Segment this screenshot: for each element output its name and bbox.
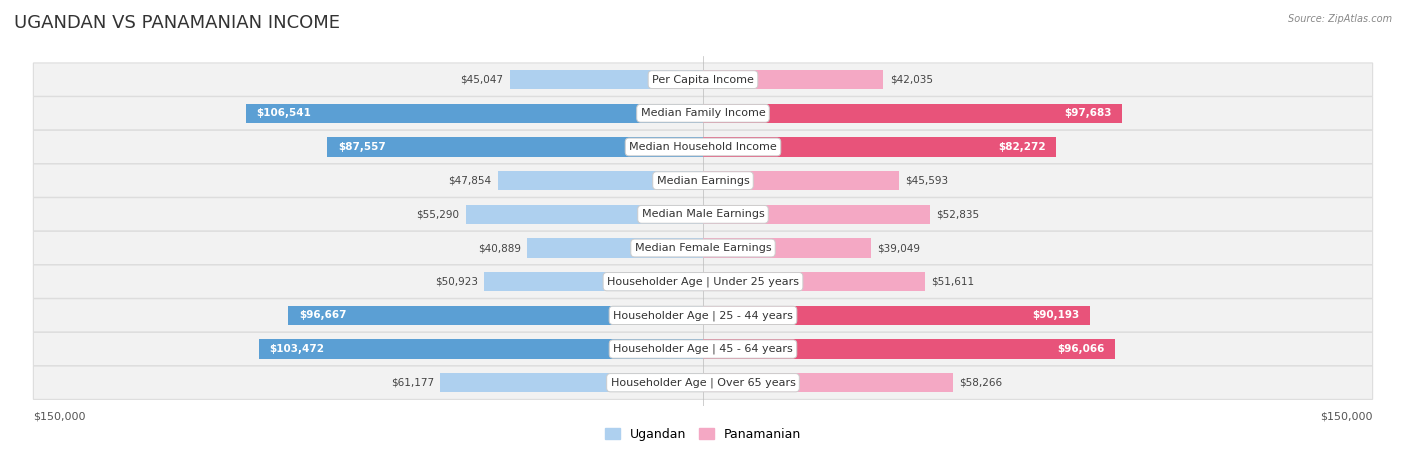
- Bar: [485, 272, 703, 291]
- Text: $58,266: $58,266: [959, 378, 1002, 388]
- Text: Median Family Income: Median Family Income: [641, 108, 765, 118]
- Bar: [703, 272, 925, 291]
- FancyBboxPatch shape: [34, 164, 1372, 198]
- Text: UGANDAN VS PANAMANIAN INCOME: UGANDAN VS PANAMANIAN INCOME: [14, 14, 340, 32]
- Bar: [328, 137, 703, 157]
- FancyBboxPatch shape: [34, 198, 1372, 231]
- Text: Householder Age | 25 - 44 years: Householder Age | 25 - 44 years: [613, 310, 793, 321]
- FancyBboxPatch shape: [34, 63, 1372, 96]
- Text: $96,066: $96,066: [1057, 344, 1105, 354]
- FancyBboxPatch shape: [34, 231, 1372, 265]
- Text: $42,035: $42,035: [890, 75, 932, 85]
- Text: Median Male Earnings: Median Male Earnings: [641, 209, 765, 219]
- Text: $87,557: $87,557: [337, 142, 385, 152]
- Legend: Ugandan, Panamanian: Ugandan, Panamanian: [600, 423, 806, 446]
- Text: Householder Age | Over 65 years: Householder Age | Over 65 years: [610, 377, 796, 388]
- Bar: [703, 137, 1056, 157]
- Bar: [246, 104, 703, 123]
- FancyBboxPatch shape: [34, 265, 1372, 298]
- Bar: [703, 104, 1122, 123]
- Bar: [440, 373, 703, 392]
- FancyBboxPatch shape: [34, 97, 1372, 130]
- Bar: [465, 205, 703, 224]
- Text: $55,290: $55,290: [416, 209, 460, 219]
- Text: $97,683: $97,683: [1064, 108, 1112, 118]
- FancyBboxPatch shape: [34, 333, 1372, 366]
- FancyBboxPatch shape: [34, 299, 1372, 332]
- Text: Source: ZipAtlas.com: Source: ZipAtlas.com: [1288, 14, 1392, 24]
- Text: $47,854: $47,854: [449, 176, 491, 186]
- Bar: [703, 339, 1115, 359]
- Bar: [527, 238, 703, 258]
- Bar: [259, 339, 703, 359]
- Text: Median Household Income: Median Household Income: [628, 142, 778, 152]
- Bar: [509, 70, 703, 89]
- Text: $50,923: $50,923: [434, 276, 478, 287]
- Bar: [703, 205, 929, 224]
- Text: $52,835: $52,835: [936, 209, 980, 219]
- Bar: [703, 305, 1090, 325]
- Text: $61,177: $61,177: [391, 378, 434, 388]
- Text: Median Female Earnings: Median Female Earnings: [634, 243, 772, 253]
- Text: $51,611: $51,611: [931, 276, 974, 287]
- Text: $96,667: $96,667: [299, 311, 346, 320]
- Bar: [703, 373, 953, 392]
- Text: $40,889: $40,889: [478, 243, 522, 253]
- Text: $39,049: $39,049: [877, 243, 920, 253]
- Text: $90,193: $90,193: [1032, 311, 1080, 320]
- Bar: [703, 70, 883, 89]
- Text: Per Capita Income: Per Capita Income: [652, 75, 754, 85]
- FancyBboxPatch shape: [34, 366, 1372, 399]
- Text: $45,593: $45,593: [905, 176, 948, 186]
- Text: $82,272: $82,272: [998, 142, 1046, 152]
- Text: Householder Age | Under 25 years: Householder Age | Under 25 years: [607, 276, 799, 287]
- Text: $106,541: $106,541: [256, 108, 311, 118]
- Text: Householder Age | 45 - 64 years: Householder Age | 45 - 64 years: [613, 344, 793, 354]
- Bar: [703, 238, 870, 258]
- Bar: [498, 171, 703, 191]
- Bar: [703, 171, 898, 191]
- Text: $45,047: $45,047: [460, 75, 503, 85]
- FancyBboxPatch shape: [34, 130, 1372, 163]
- Text: Median Earnings: Median Earnings: [657, 176, 749, 186]
- Bar: [288, 305, 703, 325]
- Text: $103,472: $103,472: [270, 344, 325, 354]
